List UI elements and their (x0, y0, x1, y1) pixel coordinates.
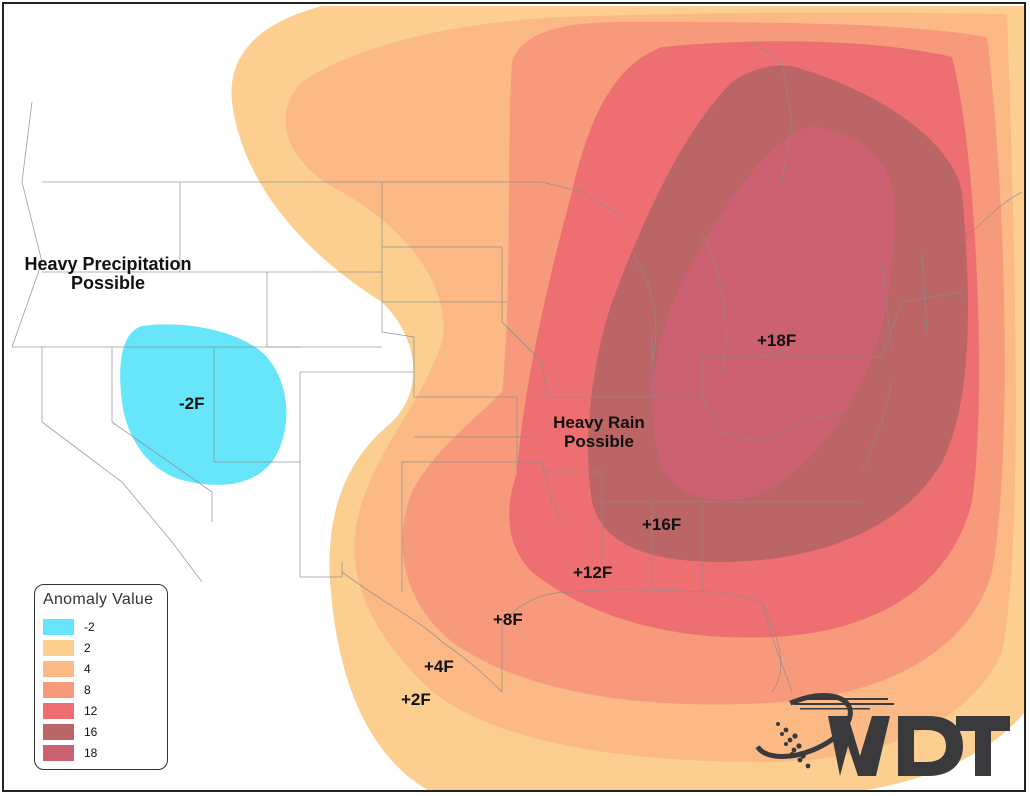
legend-item: 16 (43, 724, 97, 740)
legend-item: 8 (43, 682, 91, 698)
legend-value: 18 (84, 746, 98, 760)
state-borders (11, 41, 1023, 693)
annotation-line: Possible (70, 273, 146, 293)
contour-label-plus18: +18F (757, 331, 797, 350)
legend-value: 4 (84, 662, 91, 676)
annotation-line: Heavy Precipitation (24, 254, 192, 274)
contour-label-plus8: +8F (493, 610, 523, 629)
annotation-line: Possible (564, 432, 634, 451)
legend-swatch (43, 703, 74, 719)
contour-label-plus16: +16F (642, 515, 682, 534)
wdt-logo (748, 684, 1018, 784)
legend-swatch (43, 745, 74, 761)
legend-title: Anomaly Value (43, 591, 154, 608)
contour-label-plus4: +4F (424, 657, 454, 676)
legend-value: 16 (84, 725, 98, 739)
contour-label-minus2: -2F (179, 394, 205, 413)
legend-item: 4 (43, 661, 91, 677)
heavy-precipitation-annotation: Heavy Precipitation Possible (10, 255, 206, 293)
legend-item: -2 (43, 619, 95, 635)
legend-value: 12 (84, 704, 98, 718)
legend-swatch (43, 661, 74, 677)
legend-swatch (43, 682, 74, 698)
band-18 (652, 126, 896, 500)
contour-label-plus2: +2F (401, 690, 431, 709)
legend-value: 2 (84, 641, 91, 655)
contour-label-plus12: +12F (573, 563, 613, 582)
legend-item: 2 (43, 640, 91, 656)
heavy-rain-annotation: Heavy Rain Possible (544, 413, 654, 451)
wdt-logo-icon (753, 692, 1010, 776)
anomaly-map (11, 6, 1024, 790)
annotation-line: Heavy Rain (553, 413, 645, 432)
legend-value: -2 (84, 620, 95, 634)
legend-item: 18 (43, 745, 97, 761)
band-minus2 (120, 324, 287, 485)
legend-item: 12 (43, 703, 97, 719)
legend-swatch (43, 619, 74, 635)
legend-swatch (43, 640, 74, 656)
anomaly-legend: Anomaly Value -2 2 4 8 12 16 18 (34, 584, 168, 770)
legend-swatch (43, 724, 74, 740)
legend-value: 8 (84, 683, 91, 697)
